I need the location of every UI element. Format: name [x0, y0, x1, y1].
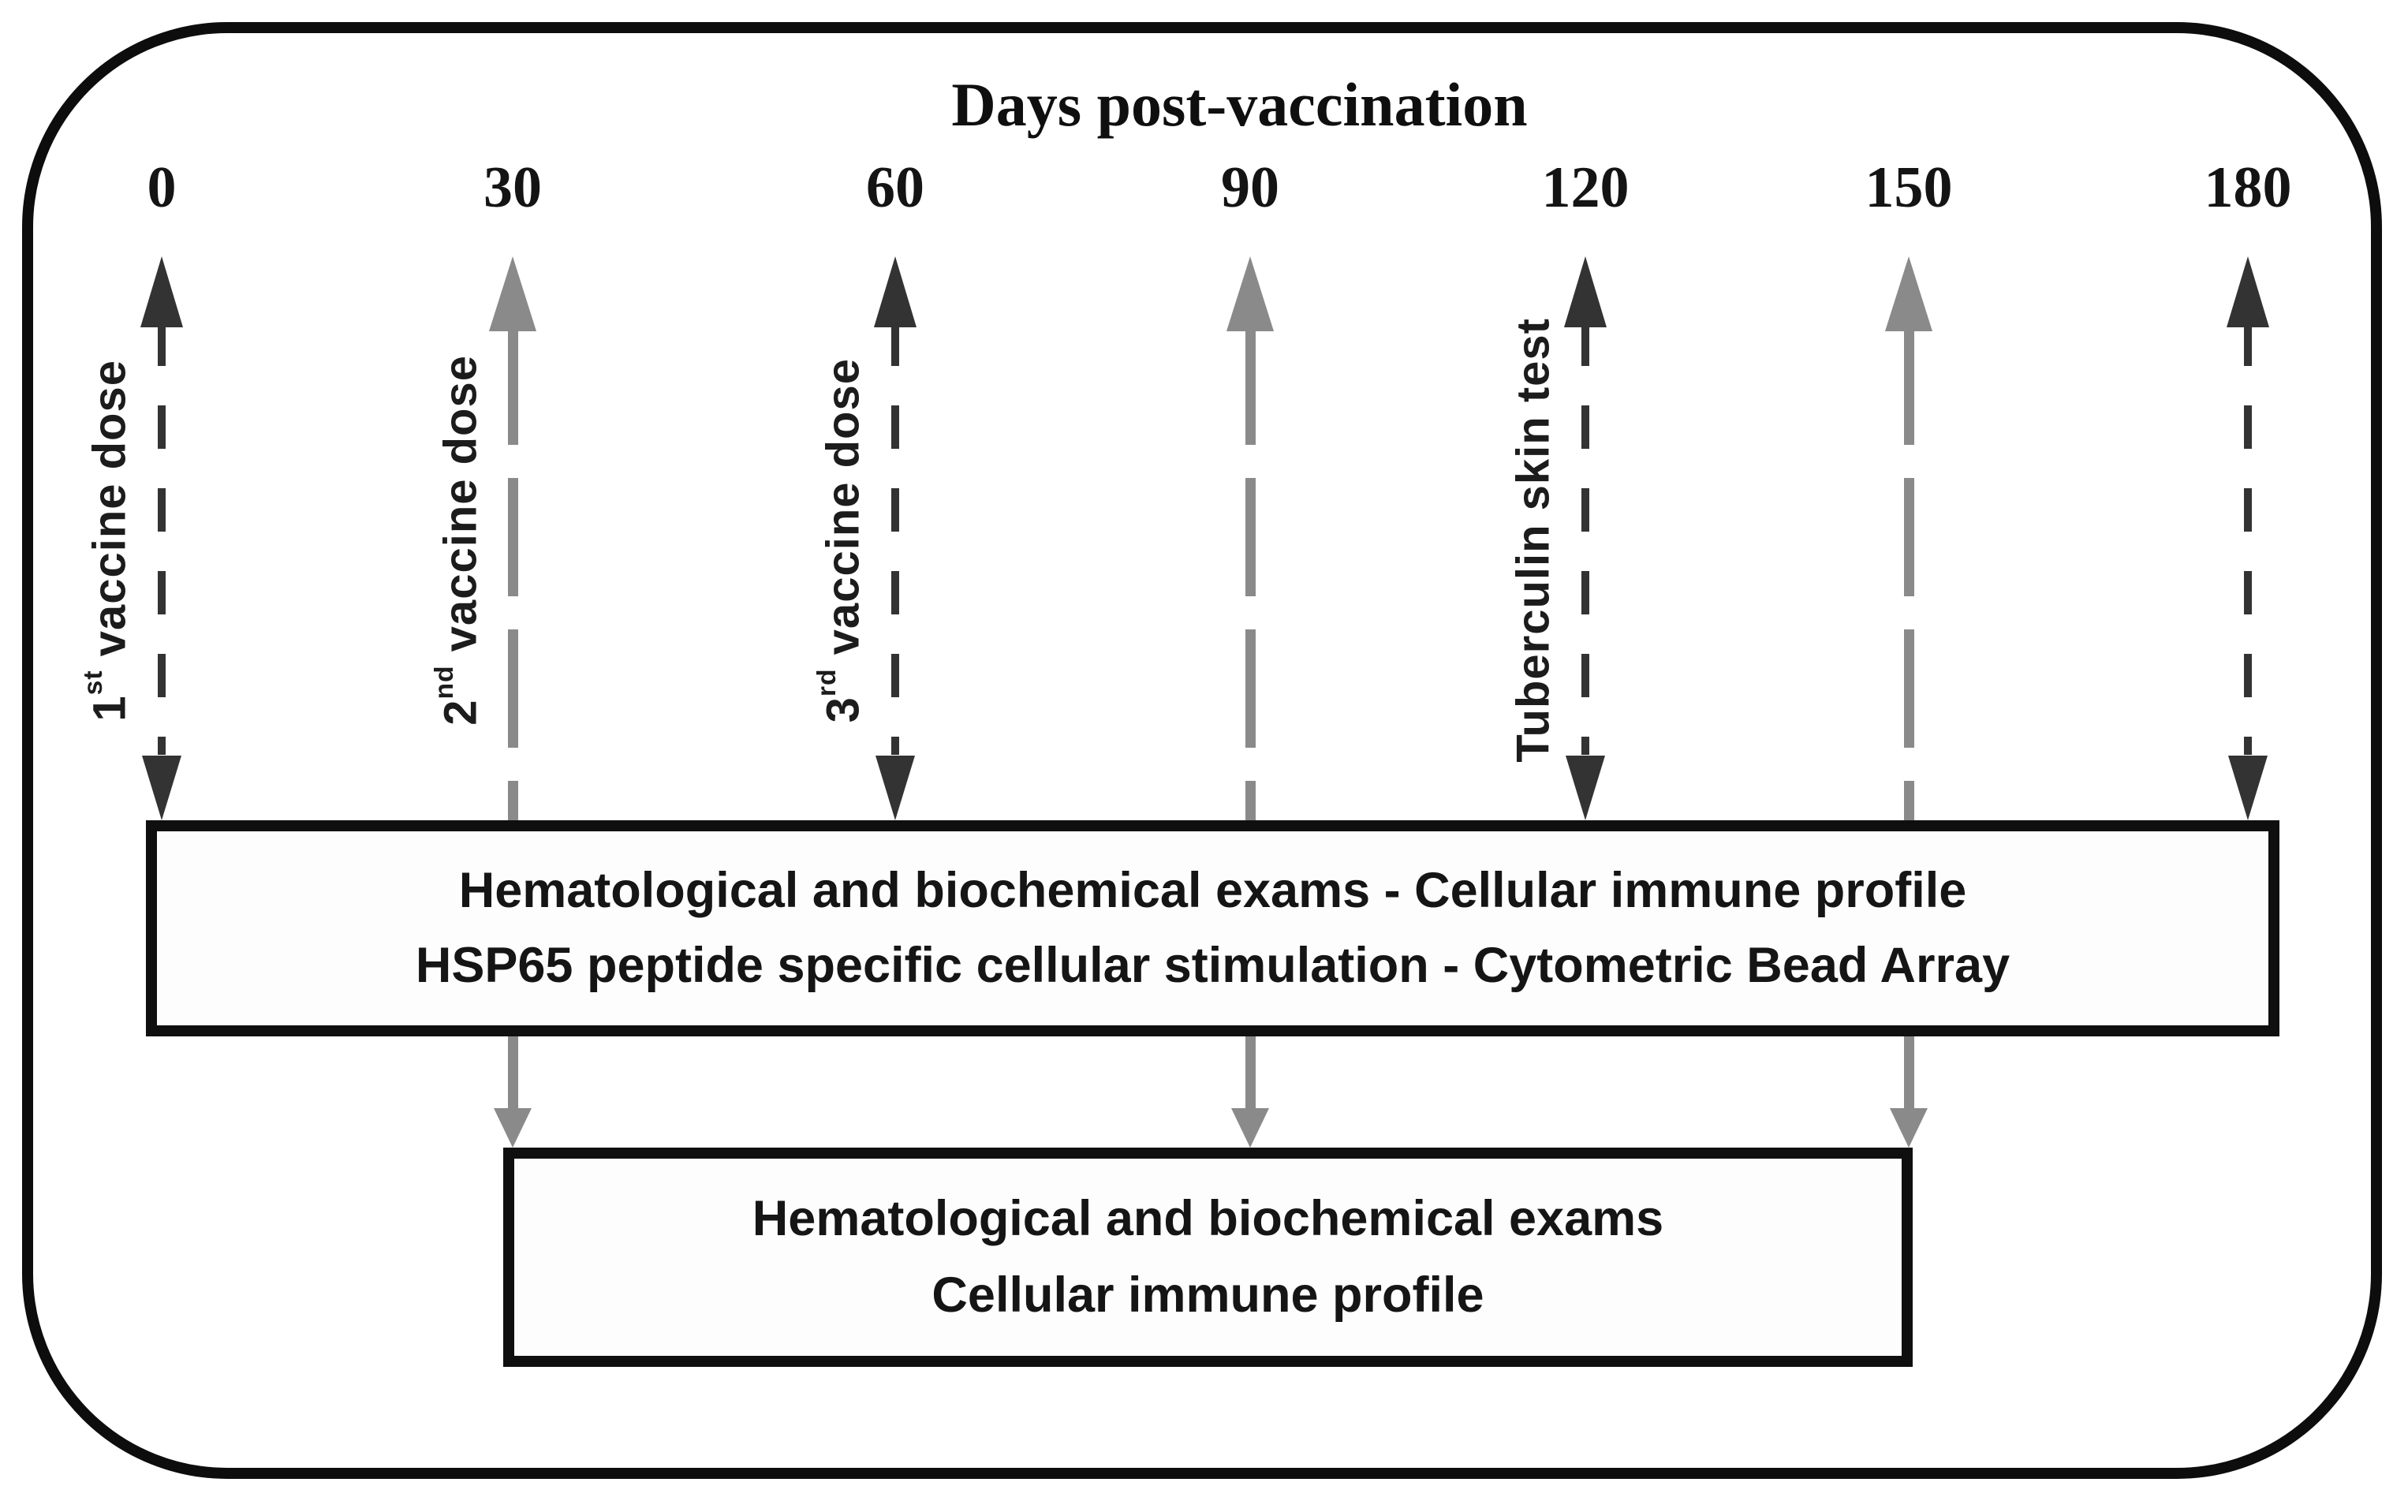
- box2-line2: Cellular immune profile: [931, 1267, 1484, 1323]
- event-label-wrap: 1st vaccine dose: [73, 260, 141, 820]
- arrow-dashed-shaft: [891, 323, 899, 755]
- arrow-up-head-icon: [140, 256, 183, 327]
- arrow-dashed-shaft: [1581, 323, 1589, 755]
- arrow-down-head-icon: [875, 756, 915, 820]
- sampling-exams-box: Hematological and biochemical exams - Ce…: [146, 820, 2279, 1036]
- day-tick-label: 150: [1865, 155, 1953, 220]
- event-label: 1st vaccine dose: [78, 359, 136, 722]
- day-tick-label: 180: [2204, 155, 2292, 220]
- arrow-up-head-icon: [489, 256, 536, 331]
- day-tick-label: 30: [483, 155, 542, 220]
- arrow-dashed-shaft: [1245, 327, 1256, 820]
- event-label-wrap: Tuberculin skin test: [1497, 260, 1565, 820]
- day-tick-label: 120: [1541, 155, 1630, 220]
- event-label: 2nd vaccine dose: [429, 355, 487, 726]
- event-label: 3rd vaccine dose: [812, 357, 869, 723]
- arrow-lower-shaft: [507, 1036, 518, 1110]
- arrow-lower-down-head-icon: [1231, 1108, 1269, 1148]
- arrow-up-head-icon: [874, 256, 917, 327]
- arrow-down-head-icon: [142, 756, 181, 820]
- arrow-up-head-icon: [2227, 256, 2269, 327]
- arrow-up-head-icon: [1226, 256, 1274, 331]
- arrow-dashed-shaft: [2244, 323, 2252, 755]
- event-label-wrap: 3rd vaccine dose: [807, 260, 875, 820]
- arrow-lower-down-head-icon: [494, 1108, 532, 1148]
- arrow-down-head-icon: [2228, 756, 2268, 820]
- arrow-dashed-shaft: [158, 323, 166, 755]
- day-tick-label: 0: [147, 155, 177, 220]
- arrow-up-head-icon: [1564, 256, 1607, 327]
- day-tick-label: 90: [1221, 155, 1279, 220]
- day-tick-label: 60: [866, 155, 924, 220]
- arrow-dashed-shaft: [507, 327, 518, 820]
- arrow-dashed-shaft: [1903, 327, 1914, 820]
- event-label-wrap: 2nd vaccine dose: [424, 260, 492, 820]
- arrow-lower-down-head-icon: [1890, 1108, 1928, 1148]
- figure-title: Days post-vaccination: [951, 70, 1528, 139]
- arrow-down-head-icon: [1566, 756, 1605, 820]
- arrow-lower-shaft: [1245, 1036, 1256, 1110]
- followup-exams-box: Hematological and biochemical exams Cell…: [503, 1148, 1913, 1367]
- box2-line1: Hematological and biochemical exams: [752, 1191, 1664, 1246]
- box1-line1: Hematological and biochemical exams - Ce…: [458, 863, 1967, 918]
- arrow-lower-shaft: [1903, 1036, 1914, 1110]
- event-label: Tuberculin skin test: [1507, 318, 1559, 763]
- arrow-up-head-icon: [1885, 256, 1932, 331]
- box1-line2: HSP65 peptide specific cellular stimulat…: [415, 938, 2010, 993]
